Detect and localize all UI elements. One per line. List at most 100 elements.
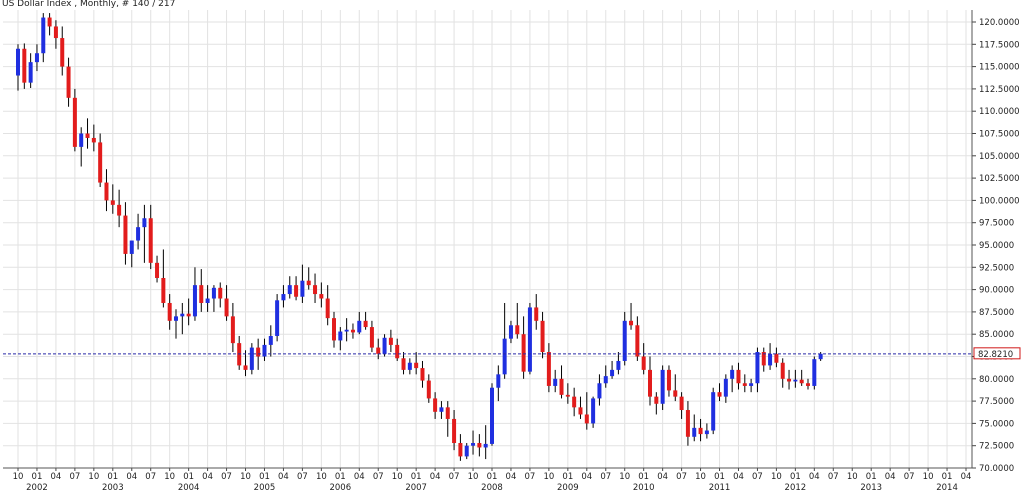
candle-down: [666, 365, 671, 397]
y-tick-label: 110.0000: [979, 107, 1020, 117]
candle-body: [736, 369, 741, 384]
candle-up: [129, 240, 134, 268]
candle-body: [439, 407, 444, 412]
candle-up: [211, 285, 216, 312]
candle-down: [401, 352, 406, 375]
candle-down: [186, 298, 191, 326]
x-year-label: 2011: [709, 483, 731, 493]
candle-body: [565, 394, 570, 397]
candle-body: [622, 320, 627, 361]
y-tick-label: 70.0000: [979, 464, 1014, 474]
candle-down: [161, 249, 166, 308]
candle-down: [98, 133, 103, 188]
candle-body: [635, 325, 640, 357]
y-tick-label: 77.5000: [979, 397, 1014, 407]
candle-body: [186, 313, 191, 317]
candle-down: [325, 285, 330, 326]
candle-body: [761, 352, 766, 366]
x-month-label: 01: [790, 472, 801, 482]
candle-body: [167, 302, 172, 321]
candle-down: [635, 316, 640, 361]
candle-body: [104, 182, 109, 201]
x-month-label: 10: [543, 472, 554, 482]
candle-down: [546, 343, 551, 393]
current-price-label: 82.8210: [978, 350, 1013, 360]
candle-down: [319, 282, 324, 308]
candle-body: [22, 48, 27, 83]
candle-down: [521, 316, 526, 379]
x-month-label: 10: [13, 472, 24, 482]
x-month-label: 07: [904, 472, 915, 482]
candle-body: [483, 443, 488, 448]
y-tick-label: 120.0000: [979, 18, 1020, 28]
candle-up: [275, 294, 280, 342]
x-year-label: 2003: [102, 483, 124, 493]
candle-down: [155, 255, 160, 283]
candle-down: [123, 202, 128, 265]
candle-body: [433, 398, 438, 412]
candle-body: [591, 398, 596, 424]
x-month-label: 07: [525, 472, 536, 482]
candle-body: [79, 133, 84, 147]
candle-body: [148, 218, 153, 263]
candle-body: [85, 133, 90, 138]
y-tick-label: 80.0000: [979, 375, 1014, 385]
x-month-label: 07: [221, 472, 232, 482]
candle-down: [332, 311, 336, 348]
candle-down: [698, 418, 703, 442]
candle-body: [755, 352, 760, 384]
candle-body: [123, 215, 128, 254]
candle-up: [344, 318, 349, 342]
x-year-label: 2008: [481, 483, 503, 493]
x-year-label: 2014: [936, 483, 958, 493]
candle-up: [281, 285, 286, 308]
candle-body: [648, 369, 652, 397]
x-month-label: 04: [51, 472, 62, 482]
candle-up: [28, 53, 33, 89]
candle-body: [243, 365, 248, 370]
candle-body: [597, 383, 602, 399]
x-month-label: 04: [126, 472, 137, 482]
candle-body: [799, 379, 804, 384]
candle-down: [584, 392, 589, 430]
candle-body: [749, 383, 754, 386]
candle-body: [787, 378, 792, 382]
candle-down: [806, 378, 810, 390]
candle-down: [306, 267, 311, 290]
candle-body: [382, 337, 387, 354]
candle-up: [660, 365, 665, 411]
candle-up: [704, 423, 709, 439]
candle-up: [357, 311, 362, 335]
y-tick-label: 97.5000: [979, 219, 1014, 229]
candle-body: [711, 392, 716, 431]
x-month-label: 07: [69, 472, 80, 482]
candle-down: [420, 360, 425, 388]
candle-body: [445, 407, 450, 419]
x-month-label: 04: [809, 472, 820, 482]
candle-down: [199, 269, 204, 312]
candle-body: [136, 227, 141, 241]
candle-up: [508, 320, 513, 344]
candle-up: [616, 352, 621, 375]
candle-up: [755, 347, 760, 393]
candle-body: [742, 383, 747, 386]
candle-body: [774, 353, 779, 363]
candle-up: [192, 267, 197, 321]
candle-body: [224, 298, 229, 317]
y-tick-label: 112.5000: [979, 85, 1020, 95]
candle-body: [256, 347, 261, 357]
candle-body: [319, 294, 324, 299]
x-month-label: 01: [487, 472, 498, 482]
candle-body: [546, 352, 551, 386]
x-month-label: 07: [828, 472, 839, 482]
x-month-label: 01: [714, 472, 725, 482]
candle-down: [117, 189, 122, 228]
candle-up: [180, 302, 185, 335]
candle-down: [218, 282, 223, 308]
candle-down: [369, 320, 374, 353]
candle-body: [584, 414, 589, 424]
x-year-label: 2005: [254, 483, 276, 493]
candle-body: [205, 298, 210, 303]
candle-up: [262, 338, 267, 361]
candle-body: [313, 285, 318, 295]
